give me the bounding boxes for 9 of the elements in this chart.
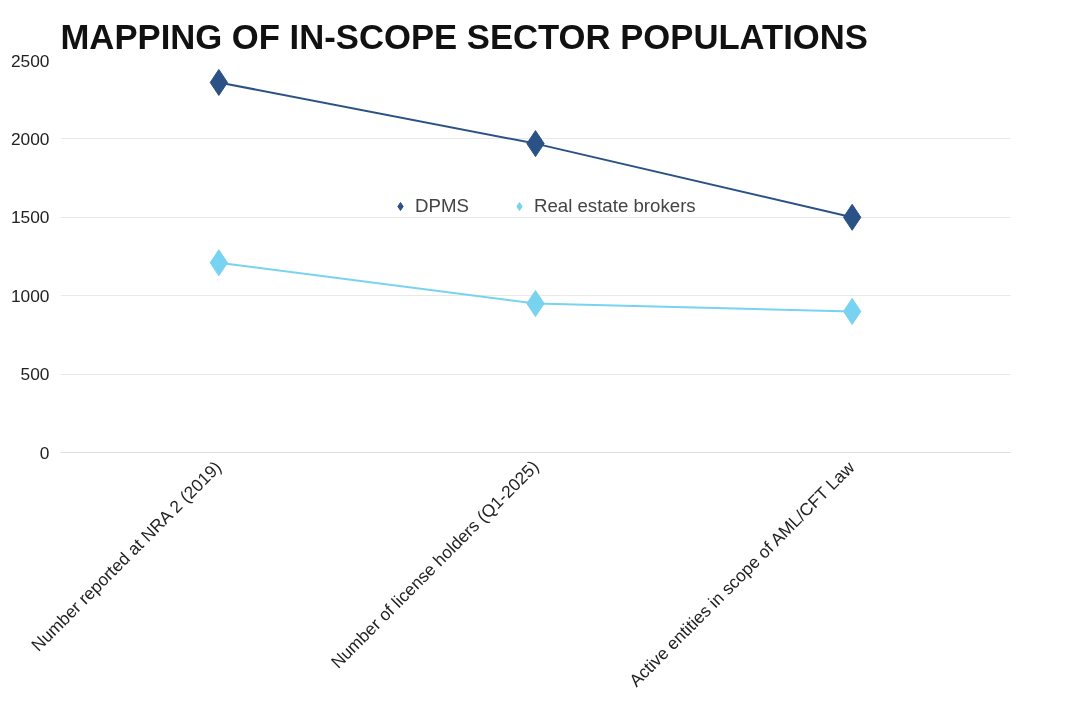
y-tick-label: 2500 bbox=[10, 50, 50, 71]
legend-label: DPMS bbox=[415, 195, 469, 217]
y-tick-label: 2000 bbox=[10, 128, 50, 149]
y-tick-label: 500 bbox=[20, 364, 50, 385]
chart-title: MAPPING OF IN-SCOPE SECTOR POPULATIONS bbox=[60, 17, 868, 56]
legend-label: Real estate brokers bbox=[533, 195, 696, 217]
y-tick-label: 1500 bbox=[10, 207, 50, 228]
y-tick-label: 1000 bbox=[10, 285, 50, 306]
y-tick-label: 0 bbox=[39, 442, 50, 463]
